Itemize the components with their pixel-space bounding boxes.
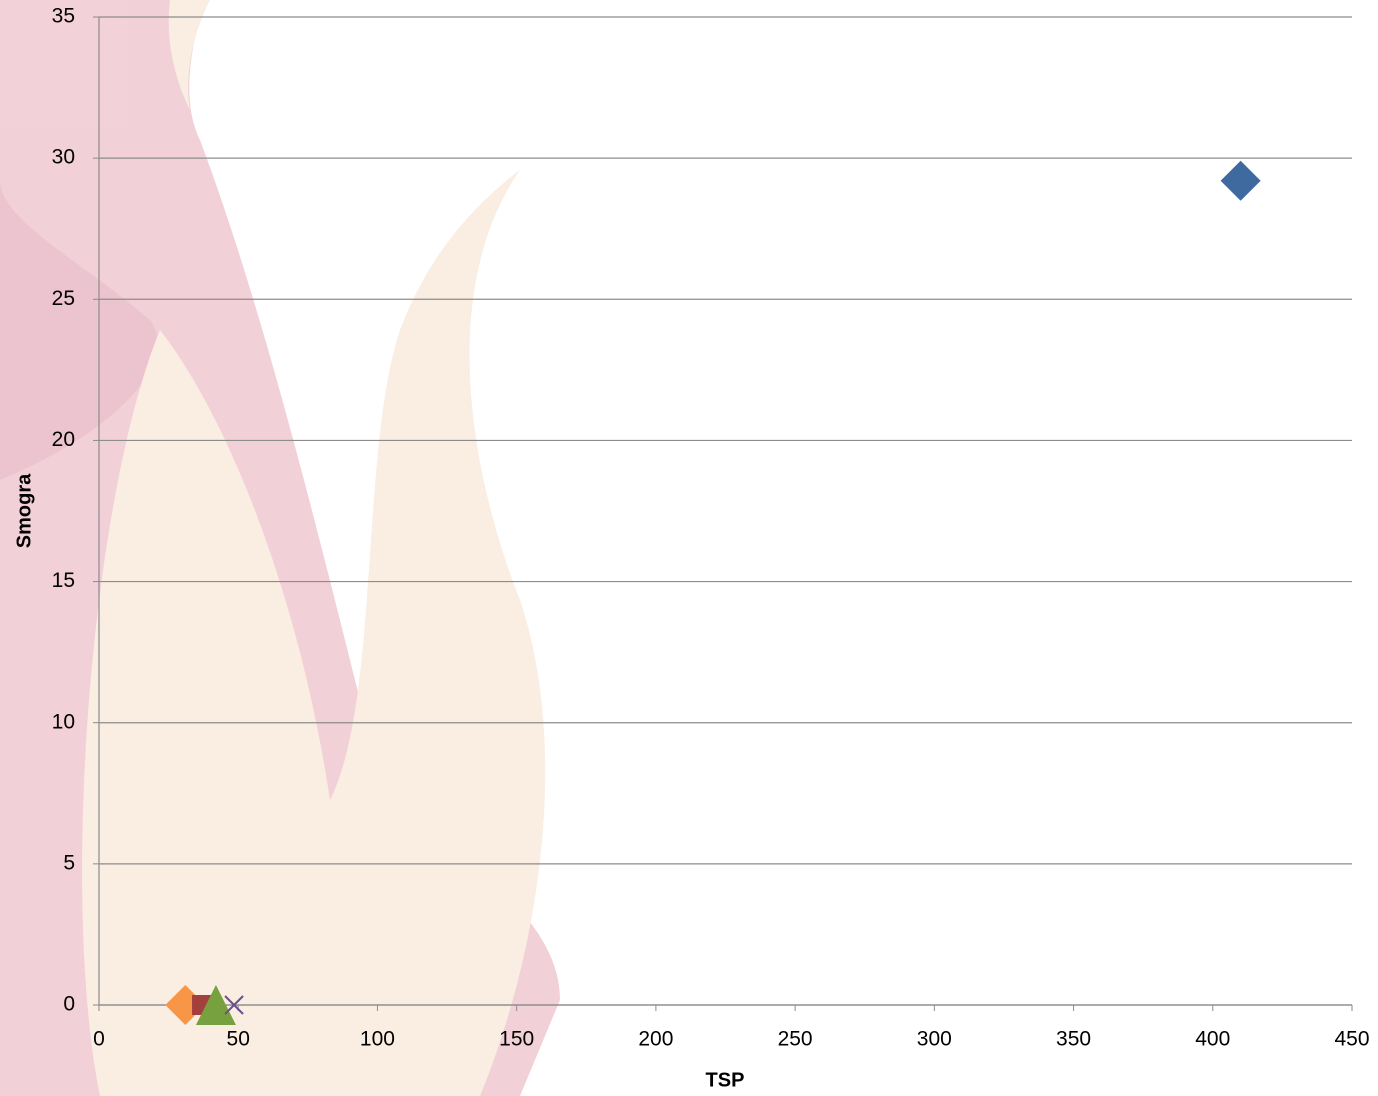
watermark <box>0 0 560 1096</box>
y-tick-label: 35 <box>52 5 75 28</box>
y-tick-label: 30 <box>52 146 75 169</box>
y-tick-label: 15 <box>52 569 75 592</box>
x-tick-label: 350 <box>1056 1028 1091 1051</box>
y-tick-label: 20 <box>52 428 75 451</box>
y-tick-label: 25 <box>52 287 75 310</box>
x-tick-label: 300 <box>917 1028 952 1051</box>
point <box>224 995 244 1015</box>
x-tick-label: 100 <box>360 1028 395 1051</box>
x-tick-label: 400 <box>1195 1028 1230 1051</box>
y-tick-label: 5 <box>63 851 75 874</box>
x-tick-label: 200 <box>638 1028 673 1051</box>
x-tick-label: 50 <box>227 1028 250 1051</box>
y-tick-label: 10 <box>52 710 75 733</box>
x-tick-label: 250 <box>778 1028 813 1051</box>
x-tick-label: 150 <box>499 1028 534 1051</box>
point <box>195 985 236 1025</box>
y-axis-title: Smogra <box>13 473 35 548</box>
x-tick-label: 0 <box>93 1028 105 1051</box>
y-tick-label: 0 <box>63 993 75 1016</box>
x-axis-title: TSP <box>706 1069 745 1091</box>
point <box>1220 160 1261 201</box>
x-tick-label: 450 <box>1334 1028 1369 1051</box>
